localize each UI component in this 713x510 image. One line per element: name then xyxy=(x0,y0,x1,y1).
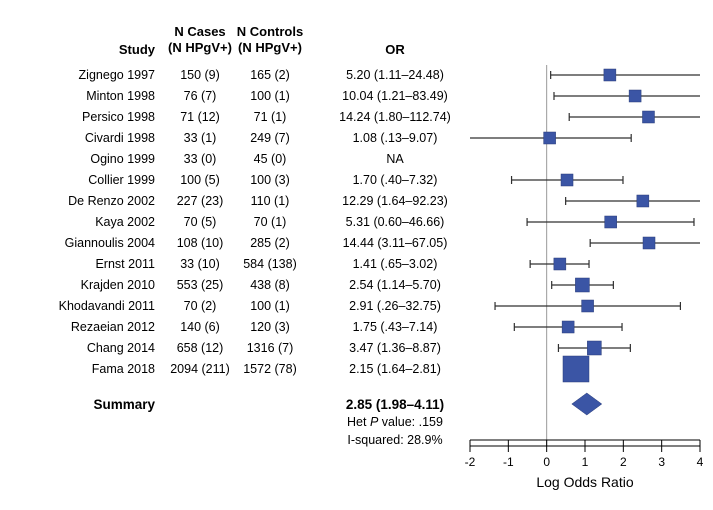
controls-cell: 120 (3) xyxy=(225,320,315,334)
or-cell: 5.20 (1.11–24.48) xyxy=(310,68,480,82)
study-name: Zignego 1997 xyxy=(15,68,155,82)
svg-text:2: 2 xyxy=(620,455,627,469)
svg-text:-1: -1 xyxy=(503,455,514,469)
svg-text:3: 3 xyxy=(658,455,665,469)
controls-cell: 71 (1) xyxy=(225,110,315,124)
or-cell: 3.47 (1.36–8.87) xyxy=(310,341,480,355)
controls-cell: 100 (1) xyxy=(225,89,315,103)
summary-label: Summary xyxy=(15,397,155,412)
or-cell: 1.41 (.65–3.02) xyxy=(310,257,480,271)
or-cell: 2.91 (.26–32.75) xyxy=(310,299,480,313)
controls-cell: 1316 (7) xyxy=(225,341,315,355)
controls-cell: 285 (2) xyxy=(225,236,315,250)
het-p-value: Het P value: .159 xyxy=(310,415,480,429)
svg-text:4: 4 xyxy=(697,455,704,469)
controls-cell: 100 (3) xyxy=(225,173,315,187)
study-name: Persico 1998 xyxy=(15,110,155,124)
controls-cell: 100 (1) xyxy=(225,299,315,313)
study-name: Krajden 2010 xyxy=(15,278,155,292)
controls-cell: 45 (0) xyxy=(225,152,315,166)
svg-text:0: 0 xyxy=(543,455,550,469)
forest-plot: Study N Cases (N HPgV+) N Controls (N HP… xyxy=(0,0,713,510)
or-cell: 2.54 (1.14–5.70) xyxy=(310,278,480,292)
summary-or: 2.85 (1.98–4.11) xyxy=(310,397,480,412)
study-name: Giannoulis 2004 xyxy=(15,236,155,250)
controls-cell: 165 (2) xyxy=(225,68,315,82)
or-cell: 10.04 (1.21–83.49) xyxy=(310,89,480,103)
i-squared: I-squared: 28.9% xyxy=(310,433,480,447)
study-name: Kaya 2002 xyxy=(15,215,155,229)
study-name: Collier 1999 xyxy=(15,173,155,187)
or-cell: 5.31 (0.60–46.66) xyxy=(310,215,480,229)
or-cell: 12.29 (1.64–92.23) xyxy=(310,194,480,208)
study-name: Civardi 1998 xyxy=(15,131,155,145)
or-cell: 14.44 (3.11–67.05) xyxy=(310,236,480,250)
study-name: Ogino 1999 xyxy=(15,152,155,166)
controls-cell: 1572 (78) xyxy=(225,362,315,376)
study-name: Ernst 2011 xyxy=(15,257,155,271)
study-name: Chang 2014 xyxy=(15,341,155,355)
study-name: Rezaeian 2012 xyxy=(15,320,155,334)
controls-cell: 110 (1) xyxy=(225,194,315,208)
svg-text:-2: -2 xyxy=(465,455,476,469)
or-cell: 1.70 (.40–7.32) xyxy=(310,173,480,187)
or-cell: 14.24 (1.80–112.74) xyxy=(310,110,480,124)
x-axis-title: Log Odds Ratio xyxy=(470,474,700,490)
or-cell: 2.15 (1.64–2.81) xyxy=(310,362,480,376)
study-name: Fama 2018 xyxy=(15,362,155,376)
svg-text:1: 1 xyxy=(582,455,589,469)
controls-cell: 584 (138) xyxy=(225,257,315,271)
or-cell: 1.08 (.13–9.07) xyxy=(310,131,480,145)
study-name: De Renzo 2002 xyxy=(15,194,155,208)
controls-cell: 249 (7) xyxy=(225,131,315,145)
controls-cell: 70 (1) xyxy=(225,215,315,229)
study-name: Minton 1998 xyxy=(15,89,155,103)
study-name: Khodavandi 2011 xyxy=(15,299,155,313)
or-cell: 1.75 (.43–7.14) xyxy=(310,320,480,334)
controls-cell: 438 (8) xyxy=(225,278,315,292)
or-cell: NA xyxy=(310,152,480,166)
